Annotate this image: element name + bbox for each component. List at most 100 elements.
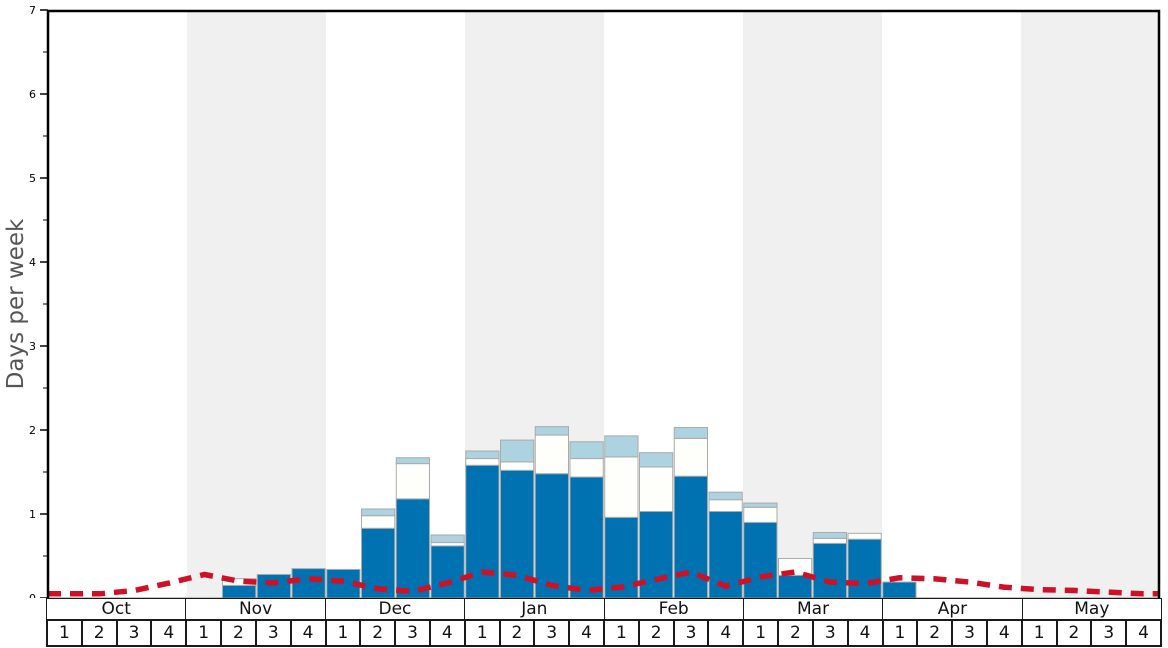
month-cell-oct: Oct <box>47 599 187 619</box>
week-cell-apr-2: 2 <box>918 621 954 645</box>
week-cell-nov-4: 4 <box>292 621 327 645</box>
dark-blue-bars-segment <box>882 581 917 598</box>
dark-blue-bars-segment <box>812 542 847 598</box>
month-cell-dec: Dec <box>326 599 466 619</box>
white-bars-segment <box>812 537 847 544</box>
month-cell-mar: Mar <box>744 599 884 619</box>
week-cell-dec-4: 4 <box>431 621 466 645</box>
white-bars-segment <box>639 466 674 512</box>
week-cell-mar-3: 3 <box>814 621 849 645</box>
dark-blue-bars-segment <box>430 545 465 598</box>
y-tick-label: 6 <box>29 88 36 101</box>
week-cell-oct-3: 3 <box>118 621 153 645</box>
week-cell-apr-4: 4 <box>988 621 1023 645</box>
light-blue-bars-segment <box>534 426 569 436</box>
light-blue-bars-segment <box>430 534 465 544</box>
white-bars-segment <box>500 461 535 471</box>
white-bars-segment <box>569 458 604 478</box>
y-tick-label: 5 <box>29 172 36 185</box>
dark-blue-bars-segment <box>673 475 708 598</box>
week-cell-jan-4: 4 <box>570 621 605 645</box>
white-bars-segment <box>847 532 882 540</box>
week-cell-apr-1: 1 <box>884 621 919 645</box>
light-blue-bars-segment <box>361 508 396 517</box>
week-cell-mar-1: 1 <box>744 621 780 645</box>
month-band-mar <box>743 10 882 598</box>
week-cell-nov-3: 3 <box>257 621 292 645</box>
week-cell-nov-1: 1 <box>187 621 223 645</box>
y-tick-label: 2 <box>29 424 36 437</box>
week-cell-jan-3: 3 <box>535 621 571 645</box>
y-tick-label: 0 <box>29 592 36 598</box>
week-cell-feb-2: 2 <box>640 621 675 645</box>
week-cell-oct-2: 2 <box>83 621 118 645</box>
y-tick-label: 7 <box>29 4 36 17</box>
white-bars-segment <box>708 499 743 512</box>
dark-blue-bars-segment <box>222 584 257 598</box>
week-cell-feb-4: 4 <box>709 621 745 645</box>
light-blue-bars-segment <box>569 441 604 460</box>
plot-frame <box>46 9 1161 598</box>
month-band-may <box>1021 10 1160 598</box>
week-cell-may-4: 4 <box>1138 622 1149 643</box>
white-bars-segment <box>743 506 778 523</box>
week-cell-apr-3: 3 <box>953 621 988 645</box>
white-bars-segment <box>534 434 569 475</box>
week-cell-dec-1: 1 <box>327 621 362 645</box>
dark-blue-bars-segment <box>569 476 604 598</box>
light-blue-bars-segment <box>465 450 500 460</box>
light-blue-bars-segment <box>639 452 674 468</box>
dark-blue-bars-segment <box>639 510 674 598</box>
week-cell-oct-1: 1 <box>48 621 83 645</box>
week-cell-jan-2: 2 <box>501 621 536 645</box>
chart-plot-area: 0 1 2 3 4 5 6 7 <box>29 4 1161 598</box>
y-tick-label: 3 <box>29 340 36 353</box>
white-bars-segment <box>430 542 465 547</box>
week-cell-feb-3: 3 <box>675 621 710 645</box>
light-blue-bars-segment <box>743 502 778 508</box>
light-blue-bars-segment <box>395 457 430 465</box>
week-cell-mar-4: 4 <box>849 621 884 645</box>
week-cell-jan-1: 1 <box>466 621 501 645</box>
week-cell-dec-3: 3 <box>396 621 431 645</box>
dark-blue-bars-segment <box>778 574 813 598</box>
week-cell-feb-1: 1 <box>605 621 640 645</box>
dark-blue-bars-segment <box>291 568 326 598</box>
dark-blue-bars-segment <box>847 538 882 598</box>
dark-blue-bars-segment <box>395 498 430 598</box>
month-cell-feb: Feb <box>605 599 744 619</box>
week-cell-may-3: 3 <box>1092 621 1128 645</box>
white-bars-segment <box>361 515 396 529</box>
week-cell-mar-2: 2 <box>779 621 814 645</box>
light-blue-bars-segment <box>673 426 708 439</box>
light-blue-bars-segment <box>604 435 639 458</box>
week-cell-nov-2: 2 <box>222 621 257 645</box>
white-bars-segment <box>604 456 639 518</box>
light-blue-bars-segment <box>500 439 535 463</box>
week-cell-may-1: 1 <box>1023 621 1058 645</box>
month-row: Oct Nov Dec Jan Feb Mar Apr May <box>46 598 1162 620</box>
light-blue-bars-segment <box>812 531 847 539</box>
month-band-nov <box>187 10 326 598</box>
white-bars-segment <box>673 437 708 477</box>
month-cell-apr: Apr <box>883 599 1023 619</box>
week-cell-oct-4: 4 <box>152 621 188 645</box>
y-tick-label: 1 <box>29 508 36 521</box>
y-tick-label: 4 <box>29 256 36 269</box>
month-cell-nov: Nov <box>186 599 326 619</box>
light-blue-bars-segment <box>708 491 743 501</box>
dark-blue-bars-segment <box>743 521 778 598</box>
red-dashed-line <box>48 569 1160 597</box>
y-axis-title: Days per week <box>3 218 29 390</box>
month-cell-jan: Jan <box>465 599 605 619</box>
white-bars-segment <box>465 458 500 466</box>
dark-blue-bars-segment <box>534 473 569 598</box>
dark-blue-bars-segment <box>256 573 291 598</box>
week-cell-may-2: 2 <box>1058 621 1093 645</box>
white-bars-segment <box>395 463 430 500</box>
month-cell-may: May <box>1074 599 1110 619</box>
week-cell-dec-2: 2 <box>361 621 397 645</box>
